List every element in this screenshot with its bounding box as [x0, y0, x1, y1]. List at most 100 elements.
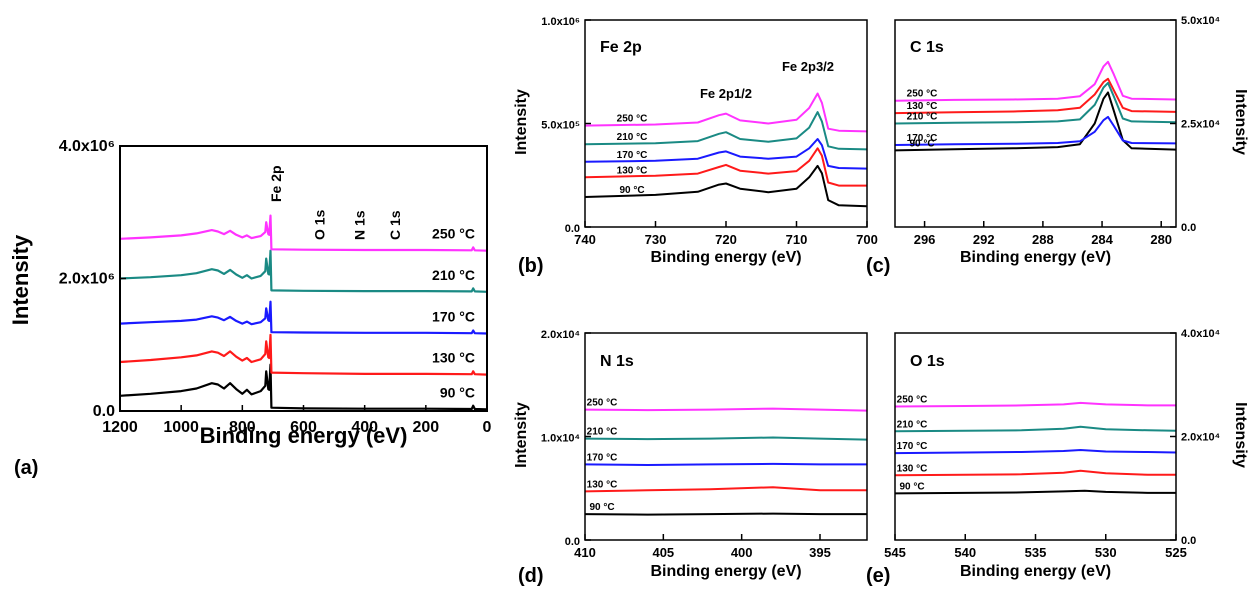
- series-line-e-210: [894, 425, 1177, 433]
- y-axis-title: Intensity: [513, 402, 530, 468]
- panel-title: N 1s: [600, 353, 634, 370]
- series-line-e-250: [894, 401, 1176, 408]
- y-tick-label: 0.0: [1181, 222, 1196, 234]
- panel-title: C 1s: [910, 39, 944, 56]
- series-line-d-170: [584, 462, 867, 466]
- x-tick-label: 800: [229, 419, 256, 436]
- series-line-e-90: [894, 489, 1176, 495]
- x-tick-label: 1200: [102, 419, 138, 436]
- x-tick-label: 280: [1150, 232, 1172, 247]
- x-tick-label: 720: [715, 232, 737, 247]
- series-line-d-210: [584, 436, 868, 441]
- x-axis-title: Binding energy (eV): [960, 249, 1111, 266]
- x-tick-label: 400: [351, 419, 378, 436]
- y-tick-label: 2.0x10⁴: [541, 329, 580, 341]
- series-line-e-130: [894, 469, 1176, 477]
- x-axis-title: Binding energy (eV): [960, 563, 1111, 580]
- y-axis-title: Intensity: [513, 89, 530, 155]
- panel-letter: (d): [518, 565, 544, 587]
- series-line-a-90: [119, 363, 488, 411]
- series-label: 170 °C: [907, 133, 938, 144]
- series-line-b-250: [584, 92, 868, 133]
- series-label: 90 °C: [440, 384, 475, 400]
- series-label: 170 °C: [432, 308, 475, 324]
- series-label: 210 °C: [432, 267, 475, 283]
- series-label: 210 °C: [587, 427, 618, 438]
- series-label: 250 °C: [897, 394, 928, 405]
- series-line-b-210: [584, 111, 868, 151]
- series-label: 90 °C: [899, 481, 924, 492]
- x-tick-label: 1000: [163, 419, 199, 436]
- series-line-c-250: [894, 60, 1177, 102]
- x-tick-label: 410: [574, 545, 596, 560]
- series-line-b-90: [584, 164, 868, 208]
- annotation-label: Fe 2p: [268, 165, 284, 202]
- y-axis-title: Intensity: [1232, 89, 1248, 155]
- annotation-label: N 1s: [352, 210, 368, 240]
- y-tick-label: 0.0: [565, 536, 580, 548]
- x-axis-title: Binding energy (eV): [200, 423, 408, 448]
- x-tick-label: 530: [1095, 545, 1117, 560]
- y-tick-label: 5.0x10⁴: [1181, 15, 1220, 27]
- series-label: 130 °C: [907, 101, 938, 112]
- x-tick-label: 292: [973, 232, 995, 247]
- y-tick-label: 2.0x10⁶: [59, 271, 115, 288]
- x-tick-label: 730: [645, 232, 667, 247]
- x-tick-label: 540: [954, 545, 976, 560]
- series-label: 250 °C: [432, 226, 475, 242]
- x-tick-label: 0: [483, 419, 492, 436]
- series-line-c-210: [894, 81, 1177, 125]
- y-axis-title: Intensity: [1232, 402, 1248, 468]
- y-tick-label: 2.5x10⁴: [1181, 119, 1220, 131]
- series-line-a-250: [119, 214, 488, 252]
- y-tick-label: 4.0x10⁶: [59, 138, 115, 155]
- chart-panel-b: 740 730 720 710 700 0.0 5.0x10⁵ 1.0x10⁶ Binding …: [513, 16, 878, 277]
- series-line-d-250: [584, 407, 868, 412]
- series-label: 130 °C: [432, 350, 475, 366]
- x-tick-label: 405: [652, 545, 674, 560]
- x-tick-label: 284: [1091, 232, 1113, 247]
- chart-panel-d: 410 405 400 395 0.0 1.0x10⁴ 2.0x10⁴ Binding ene…: [513, 329, 868, 587]
- y-tick-label: 0.0: [93, 403, 115, 420]
- y-tick-label: 1.0x10⁶: [541, 16, 580, 28]
- annotation-label: O 1s: [312, 209, 328, 240]
- series-label: 90 °C: [909, 138, 934, 149]
- series-label: 250 °C: [907, 89, 938, 100]
- x-tick-label: 395: [809, 545, 831, 560]
- x-axis-title: Binding energy (eV): [650, 249, 801, 266]
- y-tick-label: 0.0: [1181, 535, 1196, 547]
- panel-letter: (c): [866, 255, 890, 277]
- x-tick-label: 600: [290, 419, 317, 436]
- x-tick-label: 288: [1032, 232, 1054, 247]
- chart-panel-a: 1200 1000 800 600 400 200 0 0.0 2.0x10⁶ 4.0x10⁶ Bi…: [8, 138, 492, 479]
- y-tick-label: 4.0x10⁴: [1181, 328, 1220, 340]
- x-tick-label: 400: [731, 545, 753, 560]
- y-tick-label: 0.0: [565, 223, 580, 235]
- series-label: 90 °C: [589, 502, 614, 513]
- chart-panel-c: 296 292 288 284 280 0.0 2.5x10⁴ 5.0x10⁴ Binding …: [866, 15, 1248, 277]
- panel-letter: (b): [518, 255, 544, 277]
- series-label: 130 °C: [587, 479, 618, 490]
- x-tick-label: 710: [786, 232, 808, 247]
- x-axis-title: Binding energy (eV): [650, 563, 801, 580]
- series-line-b-130: [584, 147, 867, 187]
- series-line-d-90: [584, 512, 867, 516]
- x-tick-label: 296: [914, 232, 936, 247]
- panel-title: O 1s: [910, 353, 945, 370]
- x-tick-label: 740: [574, 232, 596, 247]
- series-line-a-170: [119, 300, 488, 335]
- panel-letter: (a): [14, 457, 38, 479]
- series-label: 250 °C: [617, 114, 648, 125]
- series-line-e-170: [894, 449, 1177, 455]
- series-label: 130 °C: [897, 463, 928, 474]
- series-line-b-170: [584, 138, 868, 170]
- series-label: 170 °C: [897, 441, 928, 452]
- x-tick-label: 535: [1025, 545, 1047, 560]
- series-label: 170 °C: [587, 452, 618, 463]
- series-line-c-170: [894, 115, 1177, 146]
- x-tick-label: 525: [1165, 545, 1187, 560]
- series-label: 210 °C: [897, 419, 928, 430]
- y-tick-label: 2.0x10⁴: [1181, 432, 1220, 444]
